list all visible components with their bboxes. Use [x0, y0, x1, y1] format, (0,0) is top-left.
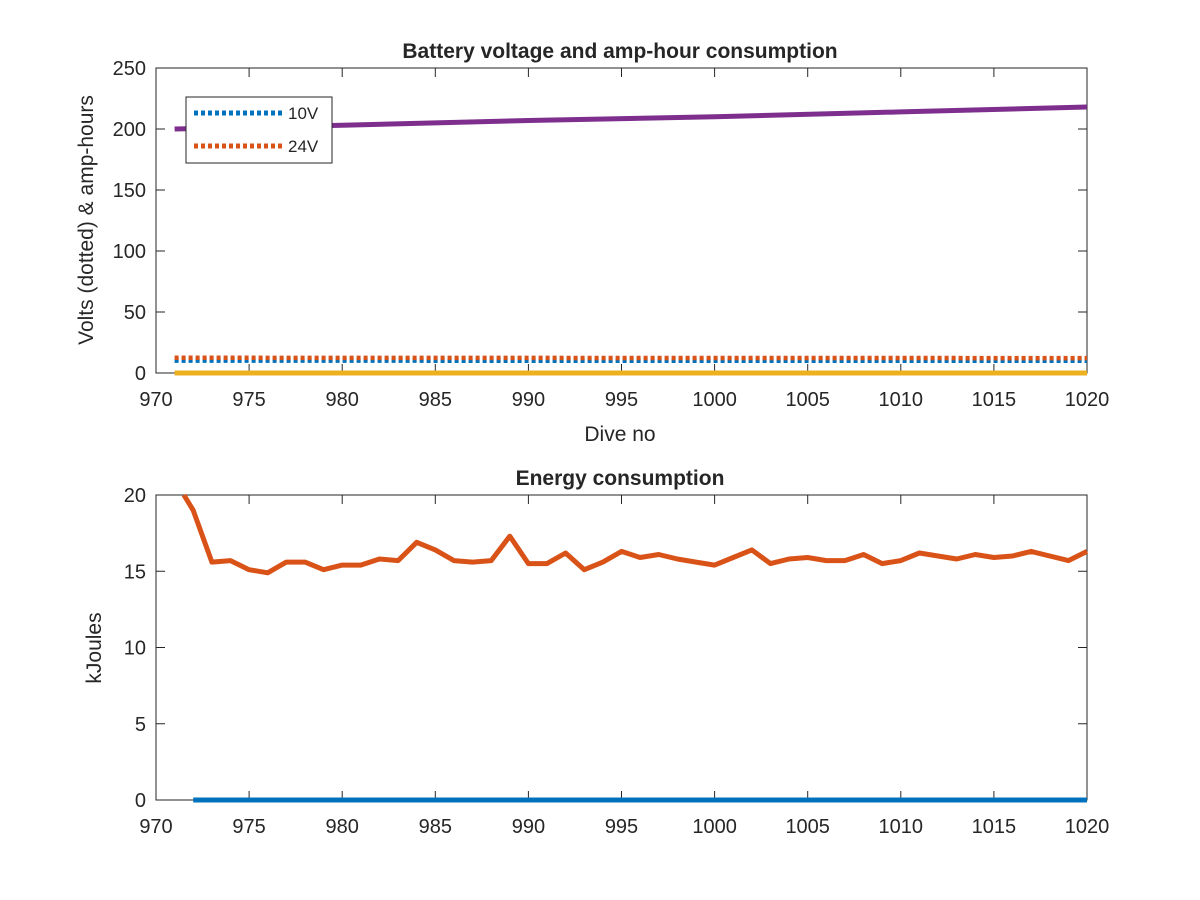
series-line-0 [181, 493, 1089, 576]
legend: 10V 24V [185, 96, 333, 164]
x-tick-label: 975 [232, 389, 265, 411]
y-tick-label: 0 [135, 790, 146, 812]
x-tick-label: 980 [326, 389, 359, 411]
y-axis-label: Volts (dotted) & amp-hours [75, 95, 98, 345]
y-tick-label: 100 [113, 241, 146, 263]
y-tick-label: 20 [124, 485, 146, 507]
x-tick-label: 1005 [785, 816, 830, 838]
y-tick-label: 150 [113, 180, 146, 202]
x-tick-label: 1000 [692, 816, 737, 838]
chart-series-group [181, 493, 1089, 803]
x-tick-label: 1005 [785, 389, 830, 411]
y-tick-label: 10 [124, 638, 146, 660]
battery-voltage-chart: Battery voltage and amp-hour consumption… [75, 40, 1109, 446]
axes-box [155, 494, 1088, 801]
x-tick-label: 990 [512, 816, 545, 838]
legend-label-24v: 24V [288, 137, 319, 156]
chart-title: Energy consumption [516, 467, 725, 490]
x-tick-label: 970 [139, 389, 172, 411]
x-tick-label: 1015 [972, 389, 1017, 411]
x-tick-label: 1000 [692, 389, 737, 411]
legend-box [185, 96, 333, 164]
legend-label-10v: 10V [288, 104, 319, 123]
x-tick-label: 990 [512, 389, 545, 411]
x-tick-label: 995 [605, 389, 638, 411]
chart-axes: 970 975 980 985 990 995 1000 1005 1010 1015 1020 0 5… [113, 58, 1110, 411]
x-axis-label: Dive no [584, 423, 655, 446]
x-tick-label: 980 [326, 816, 359, 838]
x-tick-label: 985 [419, 389, 452, 411]
y-axis-label: kJoules [83, 612, 106, 683]
y-tick-label: 5 [135, 714, 146, 736]
x-tick-label: 970 [139, 816, 172, 838]
x-tick-label: 1020 [1065, 816, 1110, 838]
chart-axes: 970 975 980 985 990 995 1000 1005 1010 1015 102005… [124, 485, 1110, 838]
x-tick-label: 985 [419, 816, 452, 838]
x-tick-label: 995 [605, 816, 638, 838]
x-tick-label: 1010 [879, 389, 924, 411]
x-tick-label: 1015 [972, 816, 1017, 838]
y-tick-label: 200 [113, 119, 146, 141]
chart-title: Battery voltage and amp-hour consumption [402, 40, 837, 63]
y-tick-label: 250 [113, 58, 146, 80]
y-tick-label: 50 [124, 302, 146, 324]
x-tick-label: 975 [232, 816, 265, 838]
y-tick-label: 0 [135, 363, 146, 385]
x-tick-label: 1020 [1065, 389, 1110, 411]
x-tick-label: 1010 [879, 816, 924, 838]
y-tick-label: 15 [124, 561, 146, 583]
energy-consumption-chart: Energy consumption 970 975 980 985 990 995 100… [83, 467, 1109, 838]
